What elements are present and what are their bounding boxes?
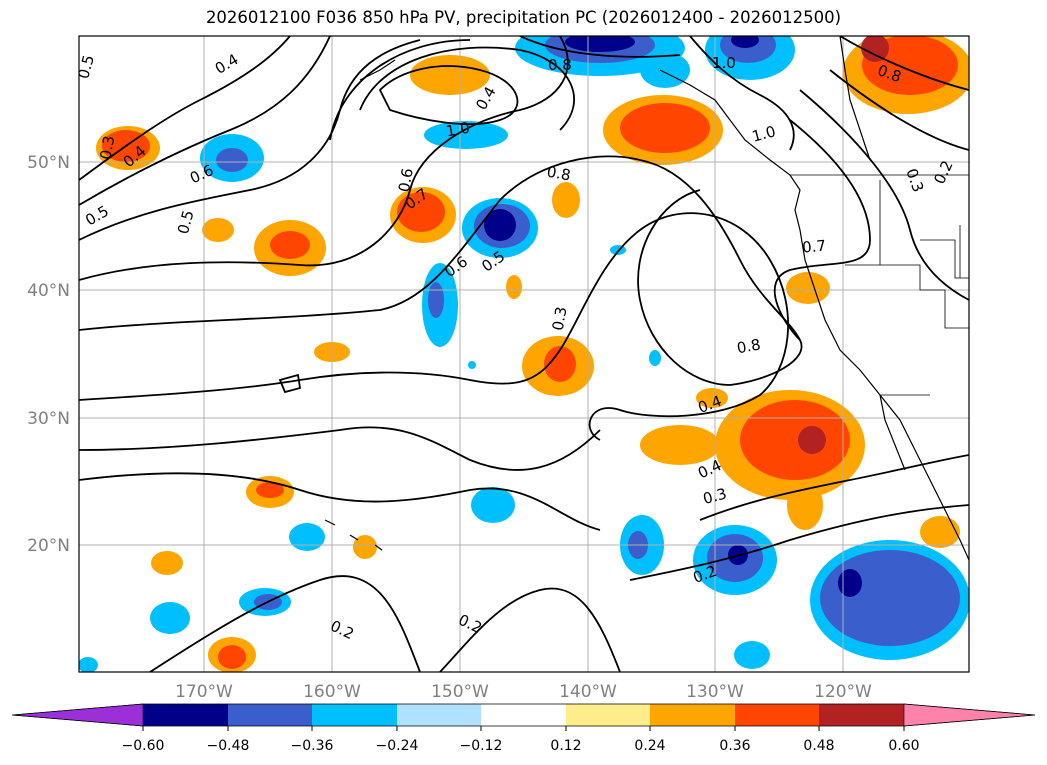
- colorbar-tick-label: 0.60: [888, 738, 919, 754]
- colorbar-tick-label: 0.48: [803, 738, 834, 754]
- colorbar-segment: [143, 704, 228, 726]
- colorbar-tick-label: −0.24: [376, 738, 419, 754]
- contour-label: 0.7: [801, 237, 826, 257]
- map-area: 0.5 0.4 0.3 0.4 0.5 0.6 0.5 0.6 0.7 0.6 …: [74, 35, 970, 673]
- map-title: 2026012100 F036 850 hPa PV, precipitatio…: [205, 8, 842, 27]
- lat-tick-label: 30°N: [27, 409, 70, 429]
- lon-tick-label: 120°W: [814, 682, 872, 702]
- colorbar-ticks: [142, 726, 905, 731]
- colorbar: −0.60 −0.48 −0.36 −0.24 −0.12 0.12 0.24 …: [11, 703, 1036, 754]
- contour-label: 1.0: [750, 122, 778, 146]
- lat-tick-label: 50°N: [27, 153, 70, 173]
- contour-label: 0.3: [549, 305, 571, 332]
- political-boundaries: [790, 174, 969, 396]
- colorbar-segment: [11, 703, 144, 727]
- lon-tick-label: 150°W: [431, 682, 489, 702]
- lon-tick-label: 160°W: [303, 682, 361, 702]
- colorbar-segment: [650, 704, 735, 726]
- contour-label: 0.3: [701, 484, 729, 508]
- contour-label: 0.5: [174, 208, 198, 236]
- contour-label: 0.5: [74, 53, 98, 81]
- contour-label: 0.8: [548, 56, 572, 74]
- contour-label: 0.6: [395, 167, 417, 194]
- colorbar-segment: [228, 704, 312, 726]
- lon-tick-label: 130°W: [686, 682, 744, 702]
- colorbar-segment: [819, 704, 904, 726]
- lon-tick-label: 140°W: [559, 682, 617, 702]
- colorbar-segment: [481, 704, 566, 726]
- colorbar-segment: [566, 704, 650, 726]
- colorbar-tick-label: −0.12: [460, 738, 503, 754]
- longitude-labels: 170°W 160°W 150°W 140°W 130°W 120°W: [175, 682, 872, 702]
- colorbar-tick-label: 0.24: [634, 738, 665, 754]
- lat-tick-label: 20°N: [27, 536, 70, 556]
- colorbar-tick-label: 0.36: [719, 738, 750, 754]
- colorbar-segment: [735, 704, 819, 726]
- lon-tick-label: 170°W: [175, 682, 233, 702]
- graticule: [79, 36, 969, 672]
- contour-label: 1.0: [445, 119, 472, 141]
- contour-label: 0.8: [545, 163, 572, 185]
- contour-label: 0.8: [735, 335, 762, 357]
- contour-label: 0.3: [96, 134, 118, 161]
- latitude-labels: 50°N 40°N 30°N 20°N: [27, 153, 70, 556]
- colorbar-tick-label: −0.60: [122, 738, 165, 754]
- colorbar-segment: [903, 703, 1036, 727]
- contour-label: 1.0: [712, 54, 736, 72]
- colorbar-segment: [312, 704, 397, 726]
- colorbar-tick-label: −0.36: [291, 738, 334, 754]
- lat-tick-label: 40°N: [27, 281, 70, 301]
- precipitation-fill-layer: [79, 36, 969, 672]
- pv-contours: [79, 36, 969, 672]
- colorbar-segment: [397, 704, 481, 726]
- colorbar-tick-label: −0.48: [207, 738, 250, 754]
- colorbar-tick-label: 0.12: [550, 738, 581, 754]
